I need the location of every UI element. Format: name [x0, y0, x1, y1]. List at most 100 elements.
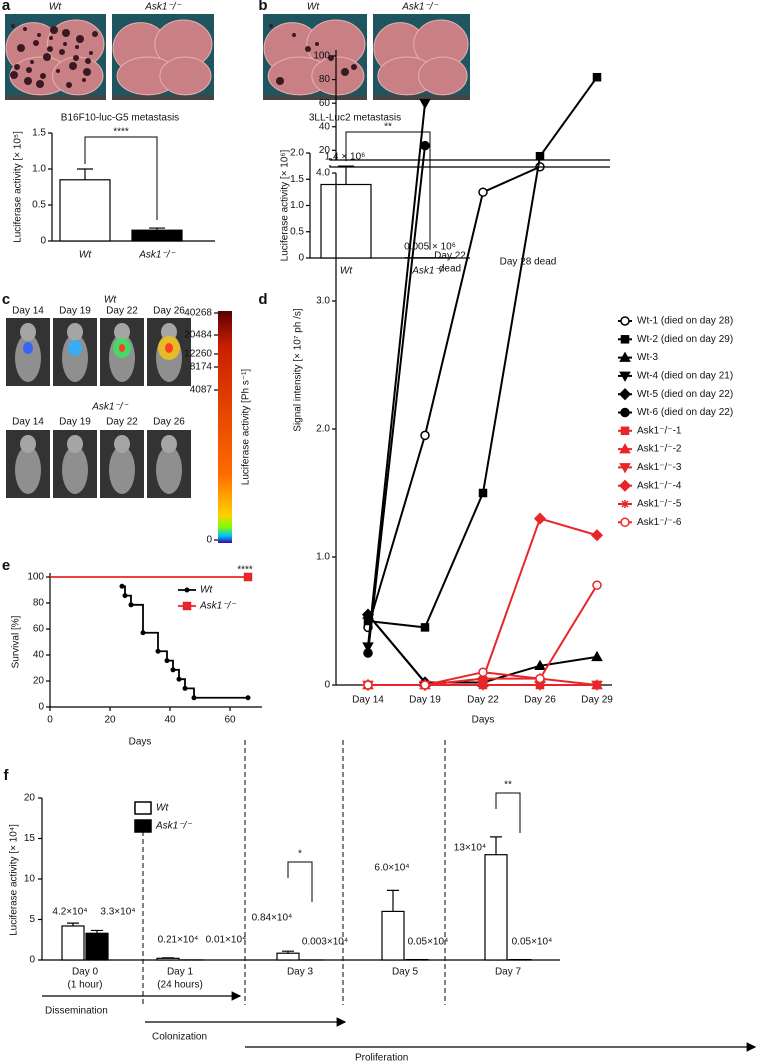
marker: [619, 443, 631, 454]
series-line: [367, 613, 426, 684]
marker: [361, 608, 375, 621]
marker: [478, 667, 488, 677]
step-segment: [185, 687, 195, 698]
x-tick-label: Day 26: [524, 695, 556, 706]
marker: [363, 680, 373, 690]
marker: [592, 72, 602, 82]
metastasis-spot: [305, 46, 311, 52]
metastasis-spot: [37, 33, 41, 37]
metastasis-spot: [10, 71, 18, 79]
legend-label: Ask1⁻/⁻-3: [637, 462, 682, 473]
legend-swatch: [134, 801, 152, 815]
marker: [478, 488, 488, 498]
chart-title: 3LL-Luc2 metastasis: [309, 113, 401, 124]
x-tick-label: Day 5: [392, 967, 419, 978]
metastasis-spot: [17, 44, 25, 52]
significance: *: [298, 849, 302, 860]
metastasis-spot: [62, 29, 70, 37]
x-tick-label: Ask1⁻/⁻: [411, 266, 448, 277]
bar: [156, 957, 180, 961]
day-label: Day 14: [12, 306, 44, 317]
legend-swatch: [134, 819, 152, 833]
bar: [85, 932, 109, 961]
step-segment: [143, 631, 159, 652]
metastasis-spot: [83, 68, 91, 76]
panel-label: f: [4, 767, 10, 784]
axis-break: [329, 165, 610, 168]
metastasis-spot: [26, 67, 32, 73]
panel-label: b: [258, 0, 267, 14]
legend-label: Ask1⁻/⁻-5: [637, 499, 682, 510]
colorbar-label: Luciferase activity [Ph s⁻¹]: [241, 369, 252, 486]
y-tick-label: 1.5: [290, 174, 304, 185]
metastasis-spot: [50, 26, 58, 34]
value-label: 6.0×10⁴: [374, 863, 409, 874]
y-tick-label: 20: [24, 793, 36, 804]
error-bar: [387, 889, 399, 912]
metastasis-spot: [269, 24, 273, 28]
value-label: 0.05×10⁴: [512, 937, 553, 948]
bar: [59, 179, 111, 242]
metastasis-spot: [40, 73, 46, 79]
y-tick-label: 1.0: [316, 552, 330, 563]
y-tick-label: 2.0: [316, 424, 330, 435]
marker: [620, 407, 630, 418]
legend-label: Wt-3: [637, 352, 659, 363]
marker: [592, 580, 602, 590]
mouse-head: [114, 323, 130, 341]
metastasis-spot: [49, 36, 53, 40]
error-bar: [91, 929, 103, 934]
y-tick-label: 2.0: [290, 148, 304, 159]
step-segment: [131, 603, 144, 633]
value-label: 0.05×10⁴: [408, 937, 449, 948]
marker: [140, 630, 146, 636]
bar: [61, 925, 85, 961]
marker: [420, 680, 430, 690]
y-tick-label: 0: [29, 955, 35, 966]
marker: [128, 602, 134, 608]
marker: [619, 351, 631, 362]
x-tick-label: 20: [104, 715, 116, 726]
marker: [590, 529, 604, 542]
x-tick-label: 40: [164, 715, 176, 726]
marker: [478, 187, 488, 197]
metastasis-spot: [23, 27, 27, 31]
colorbar-tick-label: 4087: [190, 385, 213, 396]
metastasis-spot: [47, 46, 53, 52]
day-label: Day 26: [153, 417, 185, 428]
mouse-head: [20, 435, 36, 453]
marker: [619, 463, 631, 474]
marker: [155, 648, 161, 654]
lung-lobe: [418, 56, 468, 96]
signal: [68, 340, 82, 356]
x-tick-label: Day 29: [581, 695, 613, 706]
marker: [591, 650, 603, 662]
marker: [420, 140, 430, 151]
metastasis-spot: [33, 40, 39, 46]
legend-label: Ask1⁻/⁻: [155, 821, 192, 832]
bar: [276, 952, 300, 961]
legend-label: Wt-5 (died on day 22): [637, 389, 733, 400]
signal-core: [119, 344, 125, 352]
metastasis-spot: [24, 77, 32, 85]
photo-ruler: [112, 95, 214, 100]
y-tick-label: 0: [324, 680, 330, 691]
y-tick-label: 1.5: [32, 128, 46, 139]
axis-break: [329, 158, 610, 161]
error-bar: [282, 950, 294, 954]
legend-label: Wt-2 (died on day 29): [637, 334, 733, 345]
legend-label: Ask1⁻/⁻-4: [637, 480, 682, 491]
y-axis-label: Survival [%]: [11, 615, 22, 668]
photo-ruler: [263, 95, 367, 100]
mouse-head: [67, 435, 83, 453]
marker: [363, 648, 373, 658]
marker: [176, 676, 182, 682]
colorbar-tick-label: 12260: [184, 349, 212, 360]
metastasis-spot: [56, 69, 60, 73]
value-label: 1.4 × 10⁶: [325, 152, 366, 163]
y-tick-label: 100: [27, 572, 44, 583]
metastasis-spot: [75, 45, 79, 49]
marker: [535, 673, 545, 684]
marker: [621, 500, 629, 508]
